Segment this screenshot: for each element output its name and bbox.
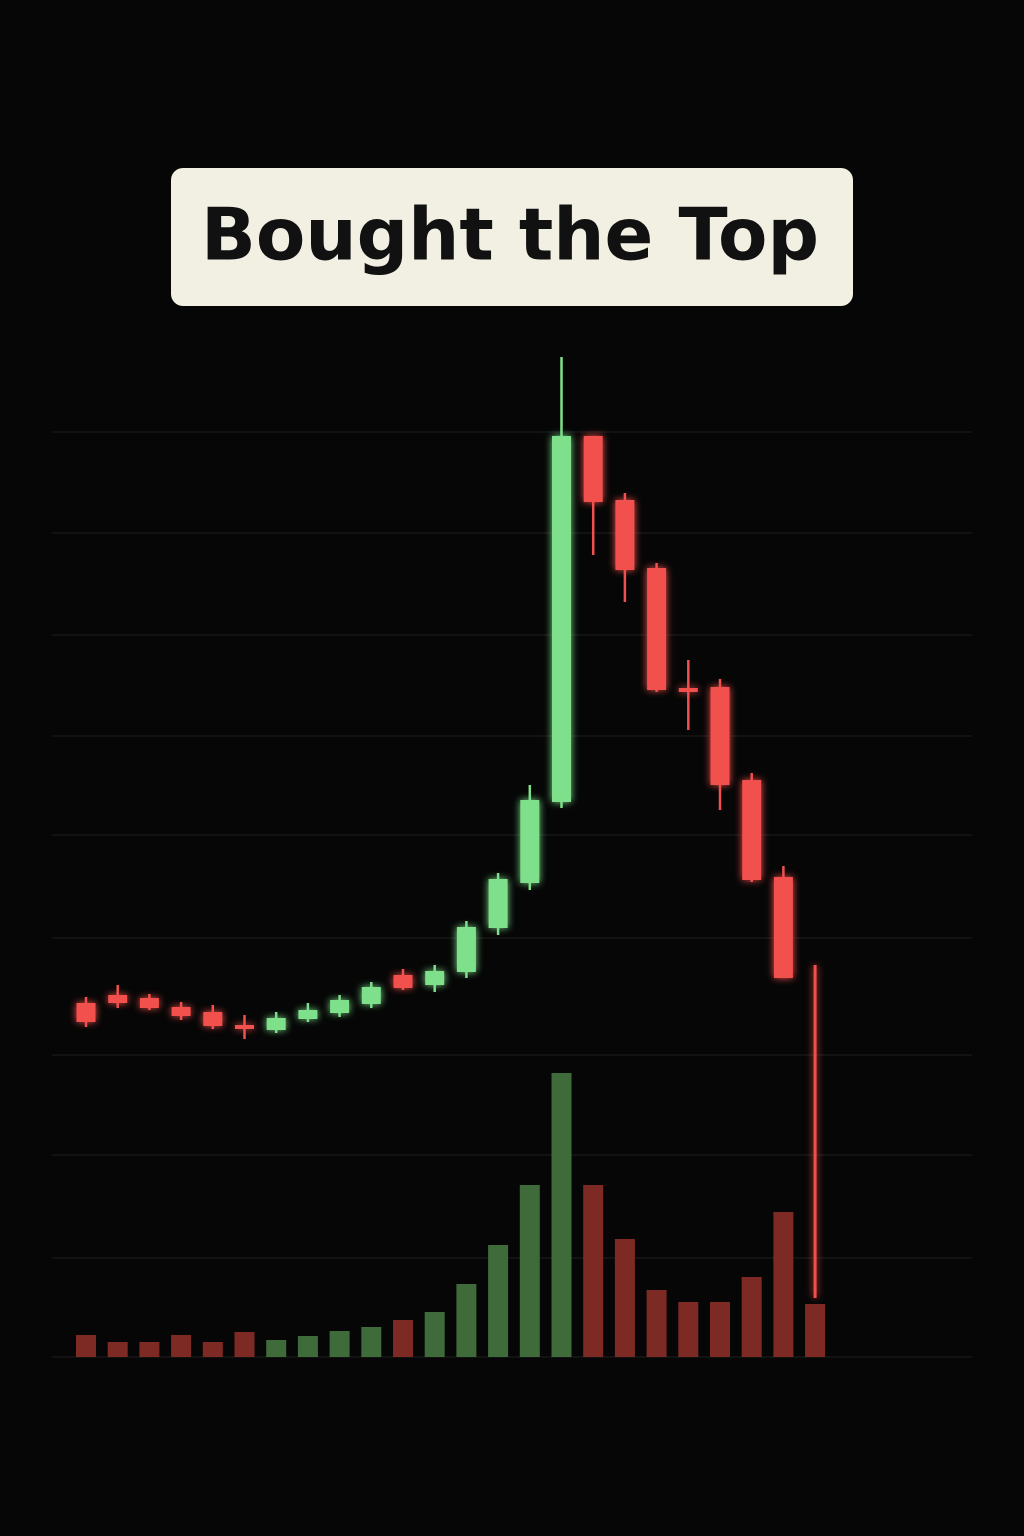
volume-bar [107, 1342, 128, 1357]
candle-body [583, 436, 603, 502]
volume-bar [76, 1335, 96, 1357]
candle-body [552, 436, 571, 802]
volume-bar [393, 1320, 413, 1357]
chart-title: Bought the Top [201, 193, 819, 277]
candle-body [456, 927, 476, 972]
candle-body [203, 1012, 223, 1026]
volume-bar [234, 1332, 255, 1357]
volume-bar [805, 1304, 826, 1357]
volume-bar [139, 1342, 160, 1357]
candle-body [361, 987, 381, 1004]
volume-bar [583, 1185, 604, 1357]
volume-bar [456, 1284, 477, 1357]
title-box [171, 168, 853, 306]
volume-bar [329, 1331, 350, 1357]
candle-body [425, 971, 445, 985]
candle-body [235, 1025, 254, 1029]
volume-bar [741, 1277, 762, 1357]
candle-body [742, 780, 762, 880]
candle-body [488, 879, 508, 928]
volume-bar [646, 1290, 667, 1357]
candle-body [615, 500, 635, 570]
volume-bar [266, 1340, 287, 1357]
volume-bar [297, 1336, 318, 1357]
volume-bar [614, 1239, 635, 1357]
volume-bar [519, 1185, 540, 1357]
volume-bar [361, 1327, 382, 1357]
candle-body [520, 800, 540, 883]
volume-bar [171, 1335, 192, 1357]
volume-bar [710, 1302, 730, 1357]
volume-bar [488, 1245, 509, 1357]
candle-body [678, 688, 698, 692]
candle-body [647, 568, 667, 690]
volume-bar [202, 1342, 223, 1357]
candle-body [298, 1010, 318, 1019]
candle-body [710, 687, 730, 785]
candle-body [773, 877, 793, 978]
candle-body [266, 1018, 286, 1030]
candle-layer [76, 357, 817, 1298]
candle-body [139, 998, 159, 1008]
volume-bar [551, 1073, 572, 1357]
volume-bar [424, 1312, 445, 1357]
candle-body [171, 1007, 191, 1016]
candle-body [76, 1003, 96, 1022]
volume-layer [76, 1073, 826, 1357]
candle-body [330, 1000, 350, 1013]
candle-body [108, 995, 128, 1003]
candle-body [813, 965, 817, 1298]
candle-body [393, 975, 413, 988]
volume-bar [773, 1212, 794, 1357]
volume-bar [678, 1302, 699, 1357]
